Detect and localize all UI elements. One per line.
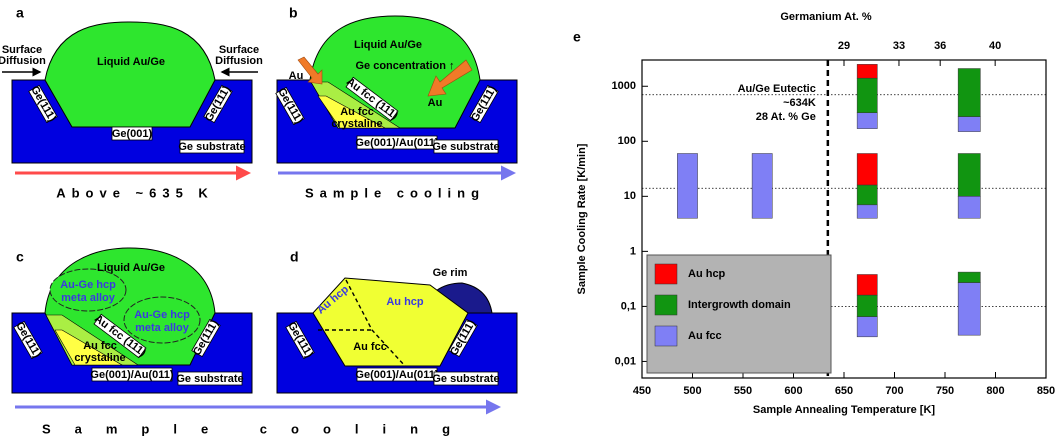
legend-label: Au hcp (688, 268, 726, 280)
au-label: Au (428, 97, 443, 109)
legend-swatch (655, 295, 677, 315)
range-bar (958, 196, 980, 218)
range-bar (857, 113, 877, 129)
caption: Sample cooling (42, 421, 474, 436)
x-tick-label: 600 (784, 385, 802, 397)
x-tick-label: 700 (885, 385, 903, 397)
legend-label: Au fcc (688, 330, 722, 342)
panel-a: a Liquid Au/Ge Surface Diffusion Surface… (0, 5, 263, 201)
au-label: Au (289, 70, 304, 82)
figure: a Liquid Au/Ge Surface Diffusion Surface… (0, 0, 1062, 437)
cloud-label: meta alloy (135, 322, 190, 334)
range-bar (958, 154, 980, 197)
x2-axis-title: Germanium At. % (780, 11, 871, 23)
panel-d: d Ge rim Au hcp Au hcp Au fcc Ge(111) Ge… (277, 249, 517, 393)
panel-label: b (289, 5, 298, 21)
pit-label: Ge(001)/Au(011) (90, 369, 173, 381)
hcp-label: Au hcp (386, 296, 424, 308)
crystal-label: Au fcc (340, 106, 374, 118)
caption: Above ~635 K (56, 185, 214, 200)
panel-label: e (573, 29, 581, 45)
range-bar (958, 283, 980, 336)
crystal-label: Au fcc (83, 340, 117, 352)
substrate-label: Ge substrate (432, 141, 499, 153)
droplet (45, 22, 215, 127)
x-tick-label: 450 (633, 385, 651, 397)
x-tick-label: 550 (734, 385, 752, 397)
legend-swatch (655, 264, 677, 284)
x2-tick-label: 40 (989, 40, 1001, 52)
y-tick-label: 0,1 (621, 300, 636, 312)
x-tick-label: 500 (683, 385, 701, 397)
x-tick-label: 800 (986, 385, 1004, 397)
range-bar (857, 64, 877, 78)
y-tick-label: 10 (624, 190, 636, 202)
range-bar (857, 78, 877, 113)
range-bar (958, 272, 980, 283)
y-tick-label: 0,01 (615, 355, 636, 367)
cloud-label: Au-Ge hcp (60, 279, 116, 291)
x-axis-title: Sample Annealing Temperature [K] (753, 404, 935, 416)
fcc-label: Au fcc (353, 341, 387, 353)
x-tick-label: 850 (1037, 385, 1055, 397)
legend-swatch (655, 326, 677, 346)
annotation: Au/Ge Eutectic (738, 83, 816, 95)
annotation: 28 At. % Ge (756, 111, 816, 123)
range-bar (857, 185, 877, 205)
range-bar (752, 154, 772, 219)
range-bar (857, 205, 877, 218)
pit-label: Ge(001)/Au(011) (355, 369, 438, 381)
caption: Sample cooling (305, 185, 485, 200)
x2-tick-label: 36 (934, 40, 946, 52)
substrate-label: Ge substrate (432, 373, 499, 385)
pit-label: Ge(001)/Au(011) (355, 137, 438, 149)
note: Ge concentration ↑ (355, 60, 454, 72)
y-tick-label: 100 (618, 135, 636, 147)
y-axis-title: Sample Cooling Rate [K/min] (576, 143, 588, 294)
panel-label: c (16, 249, 24, 265)
y-tick-label: 1000 (612, 80, 636, 92)
liquid-label: Liquid Au/Ge (97, 56, 165, 68)
substrate-label: Ge substrate (178, 141, 245, 153)
panel-c: c Liquid Au/Ge Au-Ge hcp meta alloy Au-G… (12, 248, 252, 393)
rim-label: Ge rim (433, 267, 468, 279)
crystal-label: crystaline (74, 352, 125, 364)
legend-label: Intergrowth domain (688, 299, 791, 311)
x-tick-label: 650 (835, 385, 853, 397)
y-tick-label: 1 (630, 245, 636, 257)
chart: e Germanium At. % Sample Annealing Tempera… (573, 11, 1055, 416)
pit-label: Ge(001) (112, 128, 153, 140)
range-bar (958, 69, 980, 117)
range-bar (857, 317, 877, 337)
crystal-label: crystaline (331, 118, 382, 130)
range-bar (677, 154, 697, 219)
liquid-label: Liquid Au/Ge (97, 262, 165, 274)
range-bar (857, 154, 877, 186)
x-tick-label: 750 (936, 385, 954, 397)
x2-tick-label: 33 (893, 40, 905, 52)
cloud-label: Au-Ge hcp (134, 309, 190, 321)
cloud-label: meta alloy (61, 292, 116, 304)
range-bar (857, 295, 877, 317)
panel-b: b Liquid Au/Ge Ge concentration ↑ Au Au … (275, 5, 517, 201)
substrate-label: Ge substrate (176, 373, 243, 385)
range-bar (958, 117, 980, 132)
note: Diffusion (0, 55, 46, 67)
x2-tick-label: 29 (838, 40, 850, 52)
range-bar (857, 274, 877, 295)
annotation: ~634K (783, 97, 816, 109)
note: Diffusion (215, 55, 263, 67)
panel-label: a (16, 5, 24, 21)
panel-label: d (290, 249, 299, 265)
liquid-label: Liquid Au/Ge (354, 39, 422, 51)
